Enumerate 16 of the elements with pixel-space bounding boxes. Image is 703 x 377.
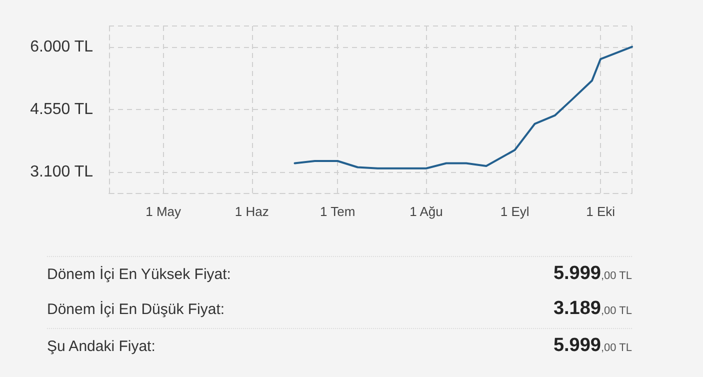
text: 5.999,00 TL bbox=[553, 335, 632, 356]
x-tick-label: 1 Ağu bbox=[410, 204, 443, 219]
x-tick-label: 1 Tem bbox=[320, 204, 356, 219]
text: Dönem İçi En Düşük Fiyat: bbox=[47, 301, 225, 318]
x-tick-label: 1 Eki bbox=[586, 204, 616, 219]
x-tick-label: 1 Haz bbox=[234, 204, 269, 219]
text: 5.999,00 TL bbox=[553, 263, 632, 284]
text: 3.189,00 TL bbox=[553, 298, 632, 319]
text: Dönem İçi En Yüksek Fiyat: bbox=[47, 266, 231, 283]
text: Şu Andaki Fiyat: bbox=[47, 338, 156, 355]
line-series bbox=[294, 46, 633, 170]
y-tick-label: 3.100 TL bbox=[30, 164, 94, 181]
y-tick-label: 6.000 TL bbox=[30, 38, 94, 56]
x-tick-label: 1 Eyl bbox=[500, 204, 530, 219]
y-tick-label: 4.550 TL bbox=[30, 101, 94, 118]
x-tick-label: 1 May bbox=[146, 204, 182, 219]
